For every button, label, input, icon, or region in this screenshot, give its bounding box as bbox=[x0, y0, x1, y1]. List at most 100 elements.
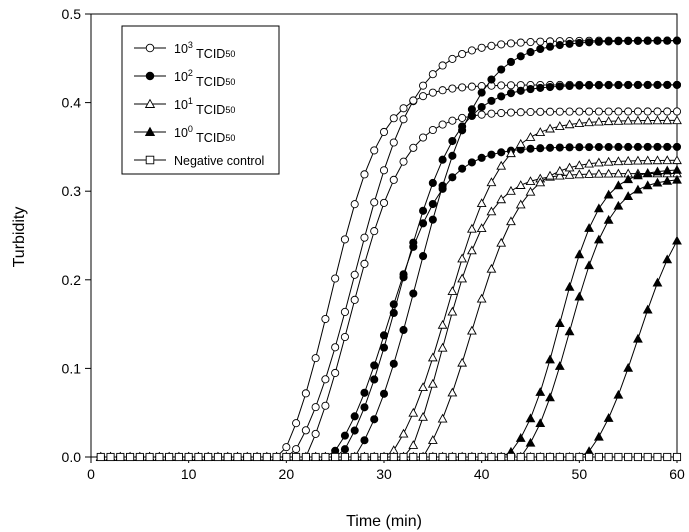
data-point bbox=[603, 156, 614, 166]
data-point bbox=[331, 274, 340, 283]
data-point bbox=[526, 48, 535, 57]
data-point bbox=[497, 65, 506, 74]
data-point bbox=[419, 252, 428, 261]
data-point bbox=[535, 127, 546, 136]
data-point bbox=[487, 109, 496, 118]
data-point bbox=[311, 452, 320, 462]
data-point bbox=[409, 289, 418, 298]
data-point bbox=[487, 41, 496, 50]
data-point bbox=[584, 158, 595, 168]
data-point bbox=[272, 452, 281, 462]
data-point bbox=[428, 199, 437, 209]
data-point bbox=[672, 115, 682, 125]
data-point bbox=[419, 133, 428, 142]
data-point bbox=[585, 38, 594, 47]
data-point bbox=[516, 452, 525, 462]
data-point bbox=[525, 413, 536, 423]
data-point bbox=[506, 57, 516, 67]
data-point bbox=[438, 452, 447, 462]
data-point bbox=[584, 223, 595, 232]
data-point bbox=[653, 142, 662, 151]
data-point bbox=[496, 237, 507, 247]
data-point bbox=[564, 162, 575, 172]
data-point bbox=[419, 92, 428, 101]
data-point bbox=[604, 107, 613, 116]
data-point bbox=[438, 155, 447, 164]
data-point bbox=[155, 452, 164, 462]
data-point bbox=[506, 185, 516, 195]
data-point bbox=[536, 44, 545, 54]
data-point bbox=[497, 81, 506, 90]
data-point bbox=[116, 452, 125, 462]
data-point bbox=[663, 452, 672, 462]
legend-label-part: TCID bbox=[193, 75, 225, 89]
data-point bbox=[457, 357, 468, 367]
data-point bbox=[525, 186, 536, 196]
data-point bbox=[594, 452, 603, 462]
data-point bbox=[321, 375, 330, 384]
data-point bbox=[536, 144, 545, 153]
data-point bbox=[428, 88, 437, 97]
data-point bbox=[476, 223, 487, 233]
data-point bbox=[447, 387, 458, 397]
data-point bbox=[613, 180, 624, 190]
data-point bbox=[409, 143, 418, 152]
data-point bbox=[554, 165, 565, 175]
data-point bbox=[565, 107, 574, 116]
data-point bbox=[360, 170, 369, 179]
data-point bbox=[466, 245, 477, 255]
data-point bbox=[496, 160, 507, 170]
legend-label: 103 TCID50 bbox=[174, 40, 235, 61]
data-point bbox=[565, 39, 574, 48]
data-point bbox=[427, 352, 438, 362]
data-point bbox=[584, 169, 595, 178]
data-point bbox=[379, 389, 389, 398]
x-tick-label: 40 bbox=[474, 466, 490, 482]
data-point bbox=[585, 143, 594, 152]
data-point bbox=[340, 307, 349, 317]
legend-marker bbox=[144, 98, 156, 108]
data-point bbox=[555, 452, 564, 462]
data-point bbox=[575, 143, 584, 152]
data-point bbox=[574, 160, 585, 170]
data-point bbox=[633, 333, 643, 343]
data-point bbox=[574, 169, 585, 179]
data-point bbox=[477, 452, 486, 462]
data-point bbox=[448, 173, 457, 182]
data-point bbox=[653, 36, 662, 45]
data-point bbox=[642, 115, 653, 125]
data-point bbox=[437, 319, 448, 329]
data-point bbox=[575, 81, 584, 90]
data-point bbox=[536, 107, 545, 116]
data-point bbox=[292, 452, 301, 462]
data-point bbox=[438, 120, 447, 129]
data-point bbox=[652, 166, 663, 176]
data-point bbox=[584, 117, 595, 127]
data-point bbox=[301, 426, 310, 435]
series-line bbox=[100, 169, 678, 458]
data-point bbox=[447, 286, 458, 295]
data-point bbox=[526, 144, 535, 153]
data-point bbox=[555, 143, 564, 152]
data-point bbox=[613, 168, 624, 178]
data-point bbox=[624, 37, 633, 46]
legend-marker bbox=[145, 43, 155, 53]
data-point bbox=[282, 452, 291, 462]
data-point bbox=[408, 440, 419, 449]
data-point bbox=[311, 403, 320, 412]
data-point bbox=[633, 155, 643, 165]
data-point bbox=[672, 174, 682, 184]
legend-marker bbox=[144, 126, 156, 136]
data-point bbox=[448, 116, 457, 125]
x-tick-label: 10 bbox=[181, 466, 197, 482]
data-point bbox=[370, 198, 379, 207]
data-point bbox=[321, 401, 330, 410]
legend-label-part: TCID bbox=[193, 131, 225, 145]
data-point bbox=[321, 314, 330, 324]
data-point bbox=[642, 155, 653, 165]
data-point bbox=[428, 452, 437, 462]
series-11 bbox=[95, 235, 682, 461]
data-point bbox=[604, 81, 613, 90]
legend-label-part: Negative control bbox=[174, 154, 264, 168]
data-point bbox=[614, 81, 623, 90]
